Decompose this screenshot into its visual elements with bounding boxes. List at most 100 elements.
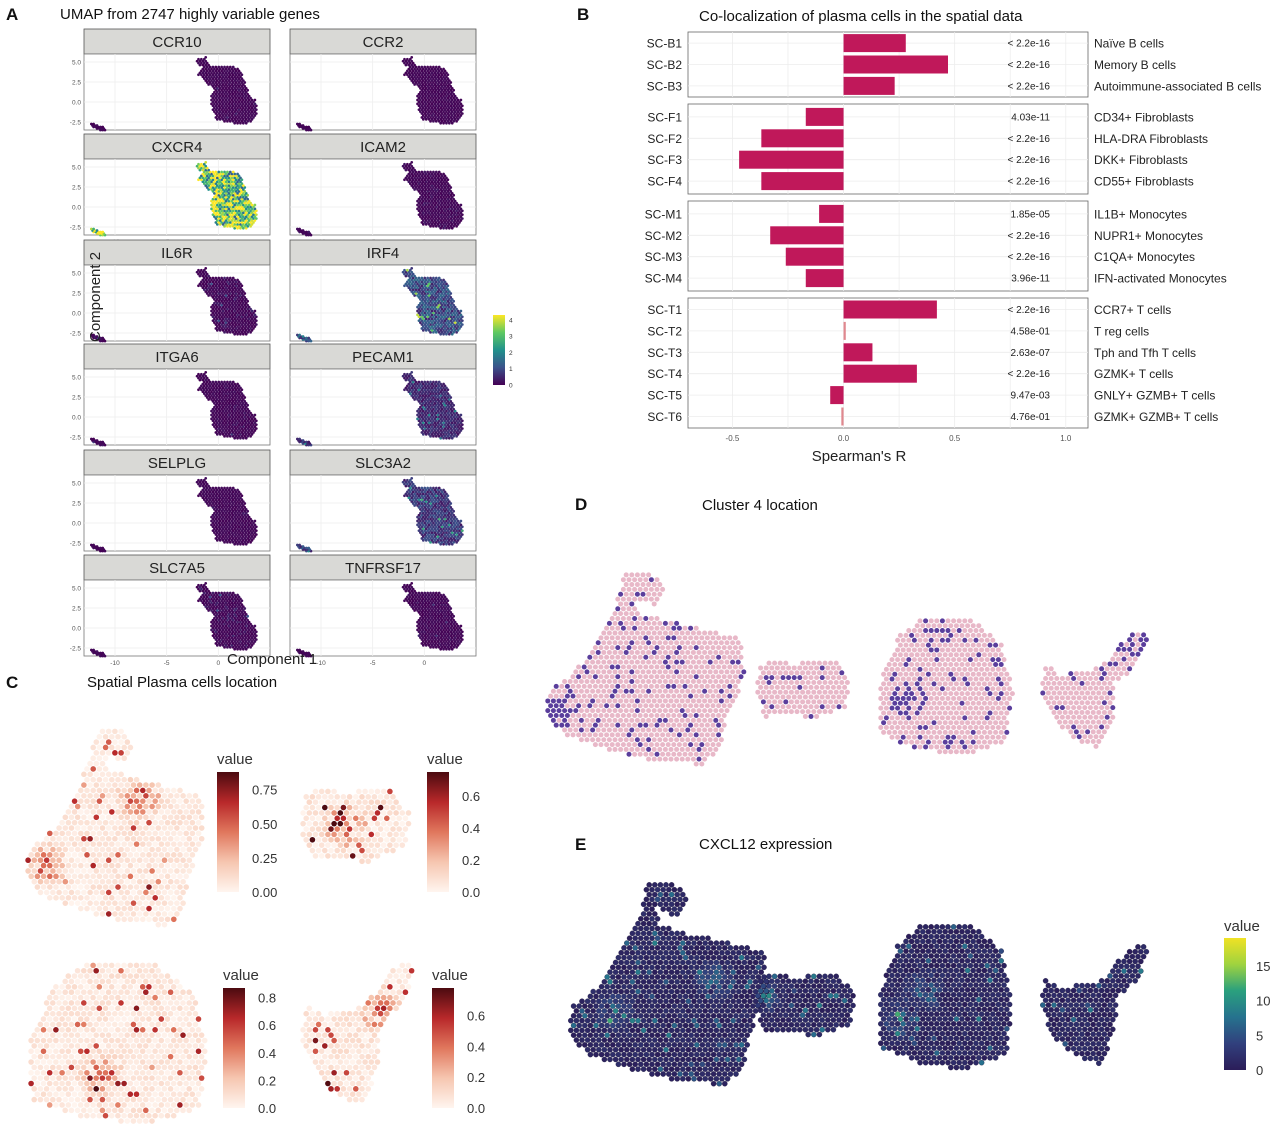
- umap-point: [403, 57, 406, 61]
- umap-point: [218, 106, 222, 110]
- umap-point: [213, 305, 216, 309]
- umap-point: [246, 209, 250, 213]
- umap-point: [237, 299, 241, 303]
- umap-point: [429, 108, 432, 112]
- umap-point: [246, 307, 250, 311]
- umap-point: [236, 86, 239, 90]
- umap-point: [218, 75, 222, 79]
- umap-point: [228, 73, 232, 77]
- umap-point: [223, 327, 226, 330]
- y-tick-label: 2.5: [72, 395, 81, 402]
- umap-point: [218, 297, 222, 301]
- umap-point: [434, 380, 438, 384]
- umap-point: [239, 332, 242, 336]
- umap-point: [233, 203, 237, 207]
- umap-point: [427, 79, 431, 82]
- umap-point: [210, 286, 213, 290]
- umap-point: [427, 188, 431, 191]
- umap-point: [214, 104, 218, 108]
- umap-point: [236, 325, 239, 328]
- umap-point: [213, 282, 216, 286]
- umap-point: [220, 96, 223, 100]
- umap-point: [423, 197, 427, 201]
- umap-point: [434, 65, 438, 69]
- umap-point: [239, 195, 242, 199]
- umap-point: [231, 217, 235, 220]
- umap-point: [433, 86, 437, 90]
- umap-point: [223, 380, 226, 384]
- umap-point: [201, 176, 205, 180]
- umap-point: [240, 178, 244, 182]
- umap-point: [453, 98, 457, 102]
- umap-point: [427, 114, 431, 117]
- umap-point: [220, 296, 223, 299]
- umap-point: [223, 292, 226, 295]
- umap-point: [446, 73, 450, 77]
- umap-point: [239, 203, 242, 207]
- umap-point: [221, 83, 225, 86]
- umap-point: [239, 106, 242, 110]
- umap-point: [202, 162, 206, 166]
- facet-strip-label: SELPLG: [148, 455, 206, 472]
- umap-point: [440, 182, 444, 185]
- umap-point: [452, 104, 456, 108]
- umap-point: [233, 86, 237, 90]
- umap-point: [218, 172, 222, 176]
- umap-point: [213, 286, 216, 290]
- umap-point: [101, 336, 105, 340]
- umap-point: [202, 57, 206, 61]
- umap-point: [224, 282, 228, 286]
- umap-point: [436, 184, 440, 187]
- umap-point: [244, 195, 248, 199]
- umap-point: [236, 114, 239, 117]
- umap-point: [244, 90, 248, 94]
- umap-point: [228, 213, 232, 217]
- umap-point: [231, 221, 235, 224]
- umap-point: [230, 184, 234, 187]
- umap-point: [228, 280, 232, 284]
- umap-point: [439, 106, 443, 110]
- umap-point: [423, 92, 427, 96]
- umap-point: [240, 116, 244, 119]
- umap-point: [436, 71, 440, 75]
- umap-point: [437, 178, 441, 182]
- umap-point: [449, 96, 453, 100]
- y-tick-label: 5.0: [72, 481, 81, 488]
- umap-point: [231, 119, 235, 123]
- umap-point: [439, 188, 443, 191]
- umap-point: [218, 94, 222, 98]
- umap-point: [215, 215, 219, 218]
- umap-point: [239, 121, 242, 125]
- umap-point: [417, 276, 421, 280]
- umap-point: [197, 372, 200, 376]
- umap-point: [234, 174, 238, 178]
- umap-point: [237, 186, 241, 189]
- umap-point: [458, 104, 461, 108]
- umap-point: [427, 223, 431, 226]
- umap-point: [424, 75, 428, 79]
- umap-point: [228, 108, 232, 112]
- umap-point: [243, 221, 247, 224]
- umap-point: [233, 332, 237, 336]
- umap-point: [218, 282, 222, 286]
- umap-point: [207, 83, 210, 86]
- umap-point: [214, 69, 218, 73]
- umap-point: [420, 190, 424, 193]
- umap-point: [214, 296, 218, 299]
- umap-point: [233, 195, 237, 199]
- umap-point: [231, 315, 235, 319]
- umap-point: [450, 121, 454, 125]
- umap-point: [228, 100, 232, 104]
- umap-point: [439, 180, 443, 184]
- umap-point: [445, 211, 448, 215]
- umap-point: [429, 276, 432, 280]
- umap-point: [447, 114, 451, 117]
- y-tick-label: 0.0: [72, 205, 81, 212]
- umap-point: [433, 207, 437, 211]
- umap-point: [417, 104, 421, 108]
- umap-point: [236, 488, 239, 492]
- umap-point: [445, 86, 448, 90]
- umap-point: [231, 96, 235, 100]
- umap-point: [446, 178, 450, 182]
- umap-point: [228, 221, 232, 224]
